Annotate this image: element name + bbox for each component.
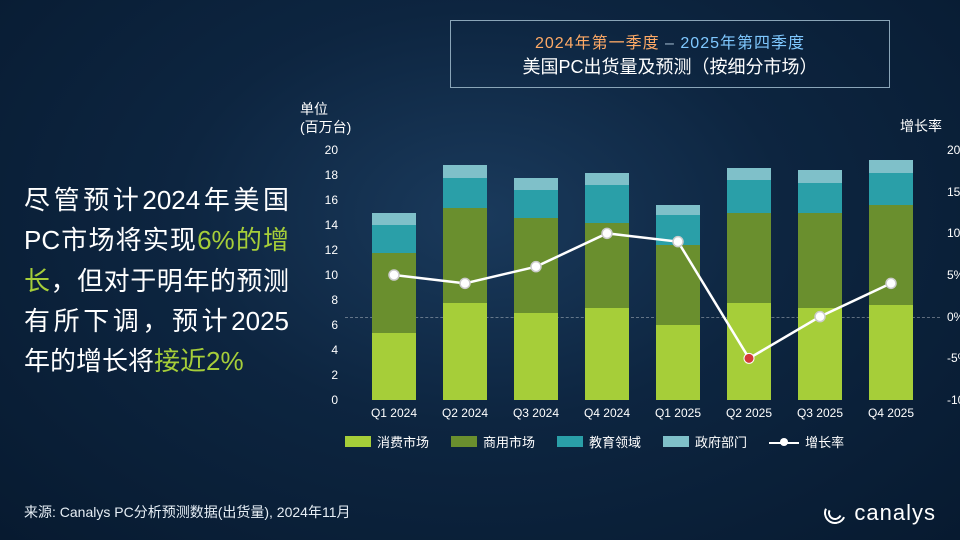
legend-label: 政府部门 xyxy=(695,432,747,451)
x-tick-label: Q2 2024 xyxy=(435,406,495,420)
x-tick-label: Q4 2024 xyxy=(577,406,637,420)
legend-swatch-icon xyxy=(345,436,371,447)
legend: 消费市场 商用市场 教育领域 政府部门 增长率 xyxy=(345,432,945,451)
x-tick-label: Q1 2024 xyxy=(364,406,424,420)
title-sep: – xyxy=(665,35,675,52)
title-main: 美国PC出货量及预测（按细分市场） xyxy=(469,53,871,79)
title-period-a: 2024年第一季度 xyxy=(535,35,660,52)
summary-hl2: 接近2% xyxy=(154,346,244,376)
legend-line-icon xyxy=(769,436,799,448)
growth-marker xyxy=(460,278,470,288)
canalys-logo: canalys xyxy=(824,500,936,526)
y-left-tick: 12 xyxy=(325,243,338,257)
legend-item: 消费市场 xyxy=(345,432,429,451)
legend-label: 增长率 xyxy=(805,432,844,451)
chart-title-box: 2024年第一季度 – 2025年第四季度 美国PC出货量及预测（按细分市场） xyxy=(450,20,890,88)
y-right-tick: 5% xyxy=(947,268,960,282)
x-tick-label: Q4 2025 xyxy=(861,406,921,420)
logo-text: canalys xyxy=(854,500,936,526)
legend-swatch-icon xyxy=(451,436,477,447)
y-axis-left-l1: 单位 xyxy=(300,100,351,118)
title-period-b: 2025年第四季度 xyxy=(680,35,805,52)
y-left-tick: 0 xyxy=(331,393,338,407)
growth-marker xyxy=(886,278,896,288)
y-left-tick: 6 xyxy=(331,318,338,332)
growth-marker xyxy=(673,237,683,247)
growth-marker xyxy=(602,228,612,238)
y-left-tick: 2 xyxy=(331,368,338,382)
y-axis-left-l2: (百万台) xyxy=(300,118,351,136)
logo-mark-icon xyxy=(824,502,846,524)
growth-path xyxy=(394,233,891,358)
y-left-tick: 4 xyxy=(331,343,338,357)
growth-marker xyxy=(531,262,541,272)
y-left-tick: 18 xyxy=(325,168,338,182)
y-right-tick: -10% xyxy=(947,393,960,407)
y-axis-right-title: 增长率 xyxy=(900,116,942,136)
legend-item: 教育领域 xyxy=(557,432,641,451)
x-tick-label: Q3 2024 xyxy=(506,406,566,420)
chart-plot-area: 02468101214161820-10%-5%0%5%10%15%20%Q1 … xyxy=(345,150,940,400)
y-axis-left-title: 单位 (百万台) xyxy=(300,100,351,136)
y-left-tick: 10 xyxy=(325,268,338,282)
y-right-tick: 0% xyxy=(947,310,960,324)
y-left-tick: 8 xyxy=(331,293,338,307)
source-text: 来源: Canalys PC分析预测数据(出货量), 2024年11月 xyxy=(24,502,350,522)
legend-item: 政府部门 xyxy=(663,432,747,451)
y-right-tick: 10% xyxy=(947,226,960,240)
growth-line xyxy=(345,150,940,400)
growth-marker xyxy=(744,353,754,363)
legend-swatch-icon xyxy=(557,436,583,447)
y-left-tick: 16 xyxy=(325,193,338,207)
y-left-tick: 14 xyxy=(325,218,338,232)
x-tick-label: Q1 2025 xyxy=(648,406,708,420)
x-tick-label: Q2 2025 xyxy=(719,406,779,420)
title-period: 2024年第一季度 – 2025年第四季度 xyxy=(469,29,871,53)
legend-label: 商用市场 xyxy=(483,432,535,451)
legend-item: 商用市场 xyxy=(451,432,535,451)
y-right-tick: 20% xyxy=(947,143,960,157)
legend-item: 增长率 xyxy=(769,432,844,451)
y-right-tick: -5% xyxy=(947,351,960,365)
y-right-tick: 15% xyxy=(947,185,960,199)
x-tick-label: Q3 2025 xyxy=(790,406,850,420)
legend-label: 消费市场 xyxy=(377,432,429,451)
legend-label: 教育领域 xyxy=(589,432,641,451)
summary-text: 尽管预计2024年美国PC市场将实现6%的增长，但对于明年的预测有所下调，预计2… xyxy=(24,180,289,381)
legend-swatch-icon xyxy=(663,436,689,447)
growth-marker xyxy=(389,270,399,280)
y-left-tick: 20 xyxy=(325,143,338,157)
growth-marker xyxy=(815,312,825,322)
